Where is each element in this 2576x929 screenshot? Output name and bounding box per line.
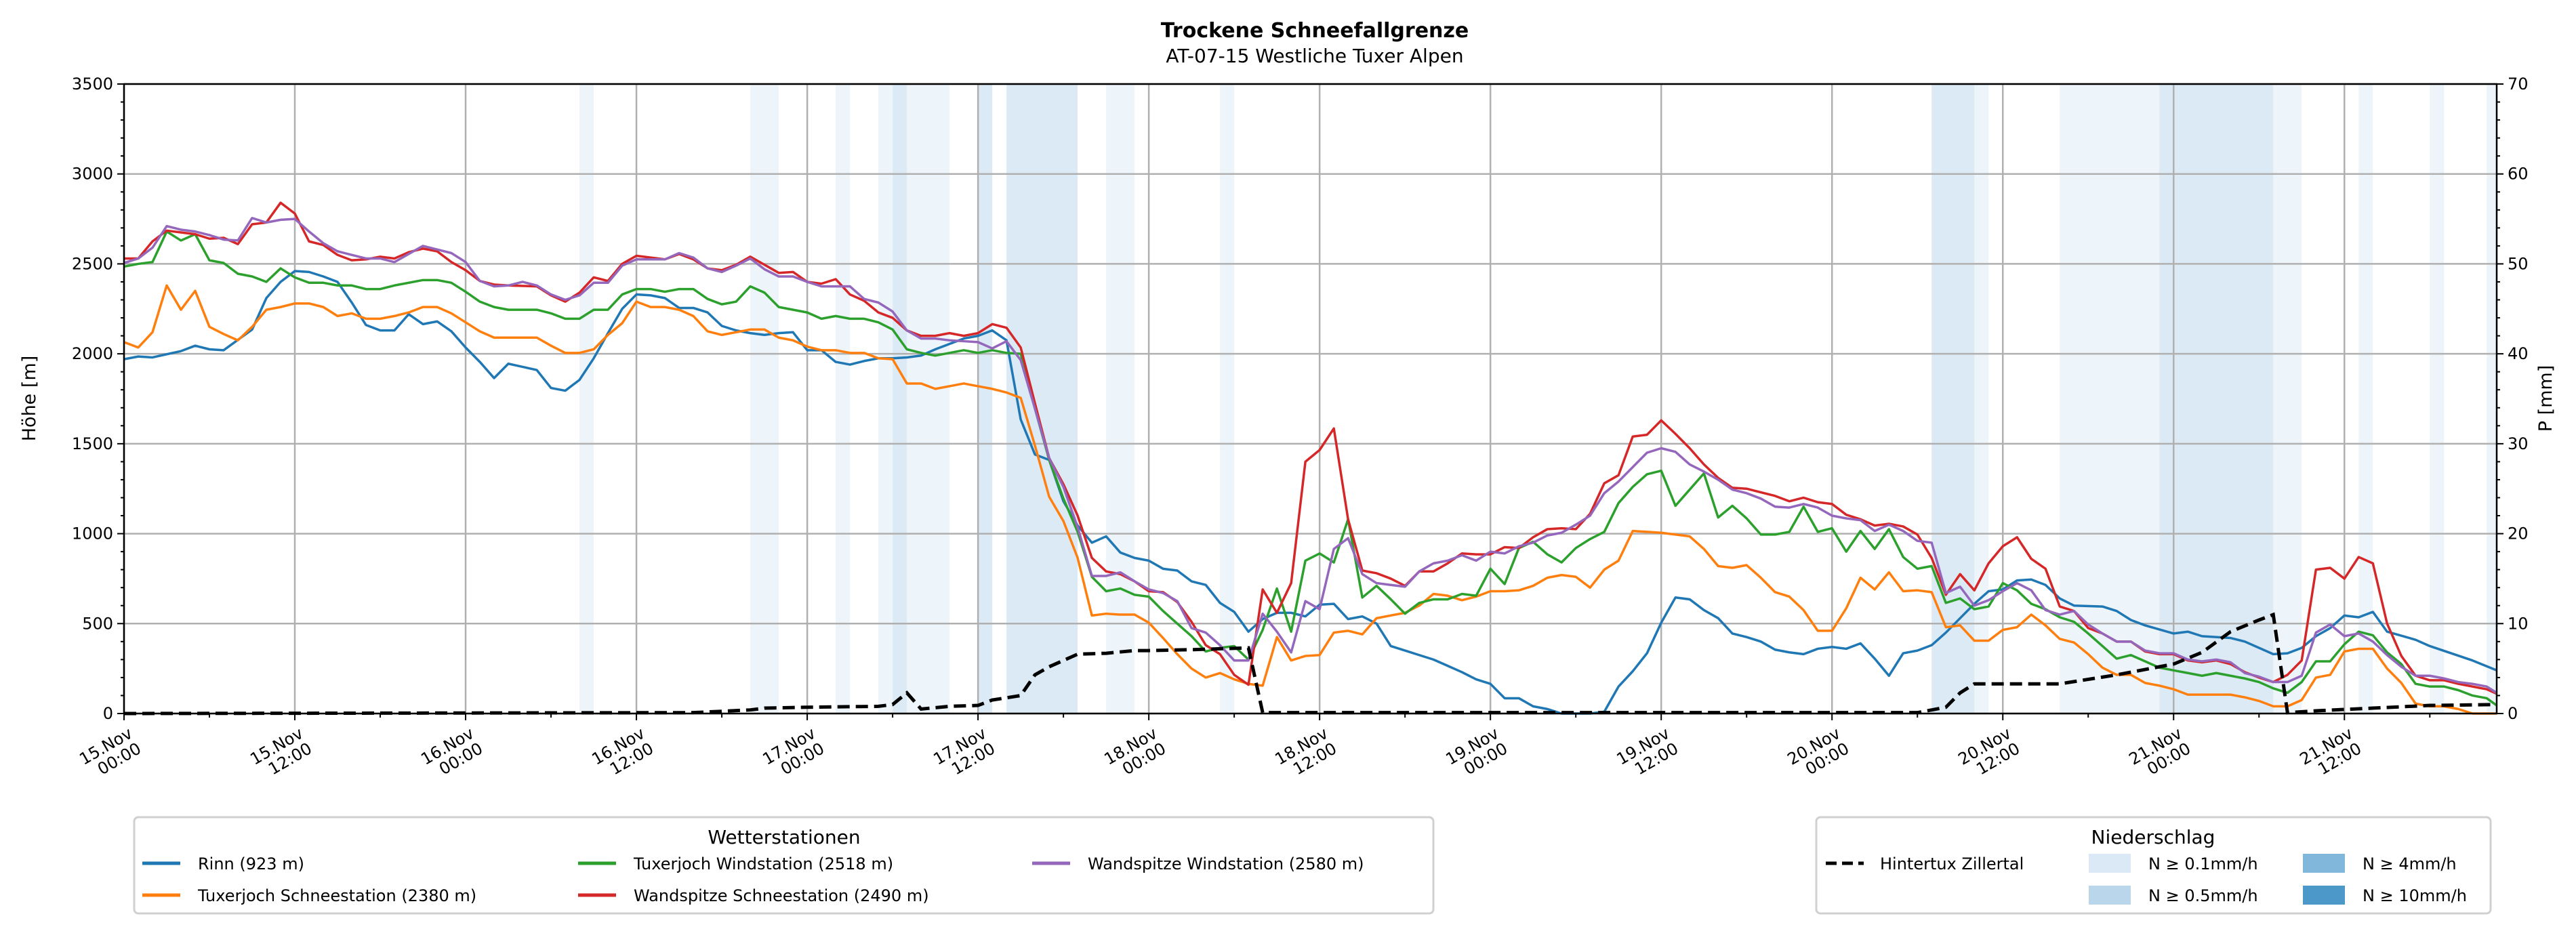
series-line	[123, 216, 2497, 694]
precip-band	[1220, 84, 1235, 714]
y2-tick-label: 60	[2508, 165, 2529, 184]
y2-tick-label: 10	[2508, 614, 2529, 633]
legend-stations-title: Wetterstationen	[708, 826, 860, 848]
x-tick-label: 16.Nov12:00	[588, 724, 657, 784]
precip-band	[2487, 84, 2497, 714]
series-line	[123, 230, 2498, 707]
y2-tick-label: 30	[2508, 434, 2529, 453]
precip-band	[1974, 84, 1989, 714]
series-lines	[123, 201, 2498, 716]
precip-band	[907, 84, 950, 714]
legend-precip-label: N ≥ 10mm/h	[2363, 886, 2467, 905]
y2-tick-label: 70	[2508, 75, 2529, 94]
legend-precip-swatch	[2303, 854, 2345, 873]
precip-band	[1106, 84, 1135, 714]
precip-band	[1931, 84, 1975, 714]
y-tick-label: 2500	[72, 254, 113, 273]
precip-band	[579, 84, 594, 714]
series-line	[123, 270, 2497, 715]
y-tick-label: 0	[103, 704, 113, 723]
x-tick-label: 18.Nov00:00	[1101, 724, 1170, 784]
legend-precip-title: Niederschlag	[2091, 826, 2215, 848]
precipitation-bands	[579, 84, 2497, 714]
precip-band	[878, 84, 893, 714]
precip-band	[2159, 84, 2274, 714]
legend-stations: Wetterstationen Rinn (923 m) Tuxerjoch Sc…	[133, 816, 1435, 915]
chart-title: Trockene Schneefallgrenze	[1161, 19, 1469, 43]
legend-precip-label: N ≥ 0.5mm/h	[2148, 886, 2258, 905]
legend-station-label: Rinn (923 m)	[198, 854, 304, 873]
y-tick-label: 1500	[72, 434, 113, 453]
x-tick-label: 19.Nov00:00	[1443, 724, 1511, 784]
legend-precip-label: N ≥ 0.1mm/h	[2148, 854, 2258, 873]
x-tick-label: 19.Nov12:00	[1614, 724, 1682, 784]
legend-station-label: Wandspitze Schneestation (2490 m)	[634, 886, 929, 905]
legend-stations-box	[133, 816, 1435, 915]
y-tick-label: 1000	[72, 524, 113, 543]
y2-tick-label: 40	[2508, 344, 2529, 363]
precip-band	[1006, 84, 1078, 714]
precip-band	[2358, 84, 2373, 714]
x-tick-label: 17.Nov00:00	[759, 724, 827, 784]
legend-station-label: Tuxerjoch Windstation (2518 m)	[633, 854, 893, 873]
series-line	[123, 284, 2497, 715]
y-axis-label: Höhe [m]	[19, 356, 40, 442]
legend-precip: Niederschlag Hintertux Zillertal N ≥ 0.1…	[1815, 816, 2492, 915]
precip-band	[978, 84, 993, 714]
plot-frame	[123, 83, 2498, 715]
precip-band	[2430, 84, 2445, 714]
y2-tick-label: 0	[2508, 704, 2518, 723]
precip-band	[836, 84, 851, 714]
precip-band	[2273, 84, 2302, 714]
x-tick-label: 20.Nov12:00	[1955, 724, 2024, 784]
y-tick-label: 500	[82, 614, 113, 633]
precip-band	[893, 84, 907, 714]
y2-axis-label: P [mm]	[2535, 365, 2556, 432]
x-tick-label: 16.Nov00:00	[417, 724, 486, 784]
x-tick-label: 20.Nov00:00	[1784, 724, 1853, 784]
y2-tick-label: 50	[2508, 254, 2529, 273]
x-tick-label: 18.Nov12:00	[1272, 724, 1341, 784]
precip-line	[123, 612, 2497, 716]
legend-precip-swatch	[2089, 854, 2131, 873]
legend-station-label: Tuxerjoch Schneestation (2380 m)	[197, 886, 476, 905]
legend-precip-label: N ≥ 4mm/h	[2363, 854, 2457, 873]
legend-station-label: Wandspitze Windstation (2580 m)	[1088, 854, 1364, 873]
x-tick-label: 17.Nov12:00	[930, 724, 998, 784]
x-tick-label: 21.Nov12:00	[2297, 724, 2365, 784]
y-tick-label: 2000	[72, 344, 113, 363]
legend-precip-swatch	[2089, 886, 2131, 905]
legend-precip-swatch	[2303, 886, 2345, 905]
y-tick-label: 3500	[72, 75, 113, 94]
x-tick-label: 15.Nov12:00	[247, 724, 315, 784]
x-tick-label: 21.Nov00:00	[2126, 724, 2194, 784]
precip-band	[750, 84, 779, 714]
x-tick-label: 15.Nov00:00	[76, 724, 144, 784]
y2-tick-label: 20	[2508, 524, 2529, 543]
chart-subtitle: AT-07-15 Westliche Tuxer Alpen	[1166, 45, 1463, 67]
precip-band	[2060, 84, 2160, 714]
legend-precip-station: Hintertux Zillertal	[1880, 854, 2024, 873]
y-tick-label: 3000	[72, 165, 113, 184]
